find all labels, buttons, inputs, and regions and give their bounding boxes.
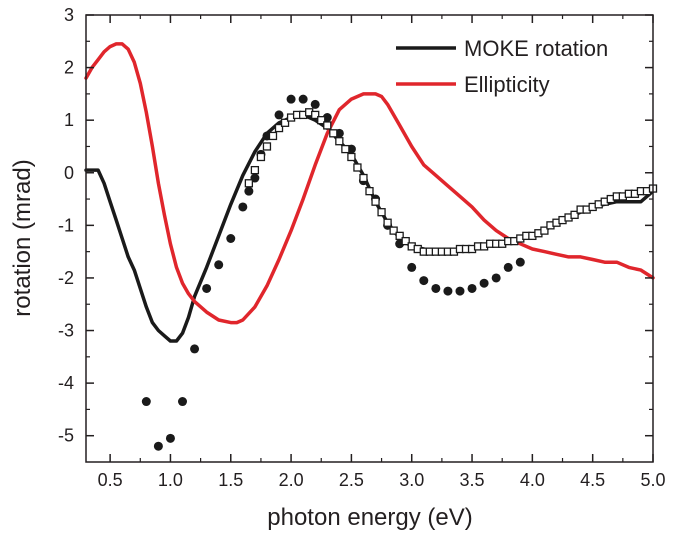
y-tick-label: 2 (64, 58, 74, 78)
open-square-point (371, 197, 380, 206)
series-line-ellipticity (84, 42, 655, 325)
y-tick-label: -5 (58, 426, 74, 446)
y-tick-label: 3 (64, 5, 74, 25)
x-tick-label: 3.5 (460, 470, 485, 490)
x-tick-label: 1.5 (218, 470, 243, 490)
open-square-point (256, 152, 266, 162)
open-square-point (250, 165, 260, 175)
filled-circle-point (455, 286, 465, 296)
filled-circle-point (165, 433, 175, 443)
legend-label-ellipticity: Ellipticity (464, 72, 550, 97)
filled-circle-point (214, 260, 224, 270)
legend-label-moke-rotation: MOKE rotation (464, 36, 608, 61)
open-square-point (383, 218, 392, 227)
open-square-point (359, 173, 368, 183)
filled-circle-point (431, 283, 441, 293)
y-tick-label: 0 (64, 163, 74, 183)
legend: MOKE rotation Ellipticity (396, 36, 608, 97)
filled-circle-point (153, 441, 163, 451)
filled-circle-point (515, 257, 525, 267)
y-tick-label: -4 (58, 373, 74, 393)
y-tick-label: -2 (58, 268, 74, 288)
open-square-point (280, 118, 290, 127)
open-square-point (262, 142, 272, 151)
y-tick-label: 1 (64, 110, 74, 130)
filled-circle-point (298, 94, 308, 104)
open-square-point (570, 210, 579, 219)
open-square-point (540, 226, 549, 235)
filled-circle-point (238, 202, 248, 212)
open-square-point (244, 179, 254, 188)
tick-labels-layer: 0.5 1.0 1.5 2.0 2.5 3.0 3.5 4.0 4.5 5.0 3 2 1 0 -1 -2 -3… (58, 5, 666, 490)
filled-circle-point (310, 99, 320, 109)
open-square-point (329, 129, 338, 138)
open-square-point (335, 137, 344, 146)
plot-frame (85, 14, 654, 463)
open-square-point (353, 163, 362, 172)
y-tick-label: -1 (58, 215, 74, 235)
filled-circle-point (443, 286, 453, 296)
ticks-layer (86, 14, 654, 462)
open-square-point (377, 208, 386, 217)
x-tick-label: 0.5 (98, 470, 123, 490)
filled-circle-point (141, 397, 151, 407)
filled-circle-point (274, 110, 284, 120)
filled-circle-point (286, 94, 296, 104)
y-tick-label: -3 (58, 321, 74, 341)
x-tick-label: 2.0 (279, 470, 304, 490)
filled-circle-point (226, 234, 236, 243)
open-square-point (389, 226, 398, 235)
x-tick-label: 3.0 (399, 470, 424, 490)
x-tick-label: 2.5 (339, 470, 364, 490)
open-square-point (323, 121, 332, 130)
x-tick-label: 4.5 (580, 470, 605, 490)
x-tick-label: 4.0 (520, 470, 545, 490)
open-square-point (401, 236, 410, 246)
x-tick-label: 5.0 (640, 470, 665, 490)
open-square-point (274, 123, 284, 133)
open-square-point (268, 131, 278, 141)
filled-circle-point (244, 186, 254, 196)
filled-circle-point (503, 262, 513, 272)
open-square-point (347, 152, 356, 162)
filled-circle-point (202, 283, 212, 293)
open-square-point (311, 110, 320, 120)
filled-circle-point (467, 283, 477, 293)
open-square-point (395, 231, 404, 241)
open-square-point (317, 116, 326, 125)
open-square-point (341, 144, 350, 154)
filled-circle-point (419, 276, 429, 286)
series-layer (84, 42, 658, 451)
filled-circle-point (491, 273, 501, 283)
series-line-moke-rotation (84, 113, 655, 343)
filled-circle-point (407, 262, 417, 272)
filled-circle-point (190, 344, 200, 354)
x-axis-title: photon energy (eV) (267, 504, 472, 531)
filled-circle-point (178, 397, 188, 407)
filled-circle-point (479, 278, 489, 288)
open-square-point (365, 187, 374, 196)
y-axis-title: rotation (mrad) (9, 159, 36, 316)
x-tick-label: 1.0 (158, 470, 183, 490)
